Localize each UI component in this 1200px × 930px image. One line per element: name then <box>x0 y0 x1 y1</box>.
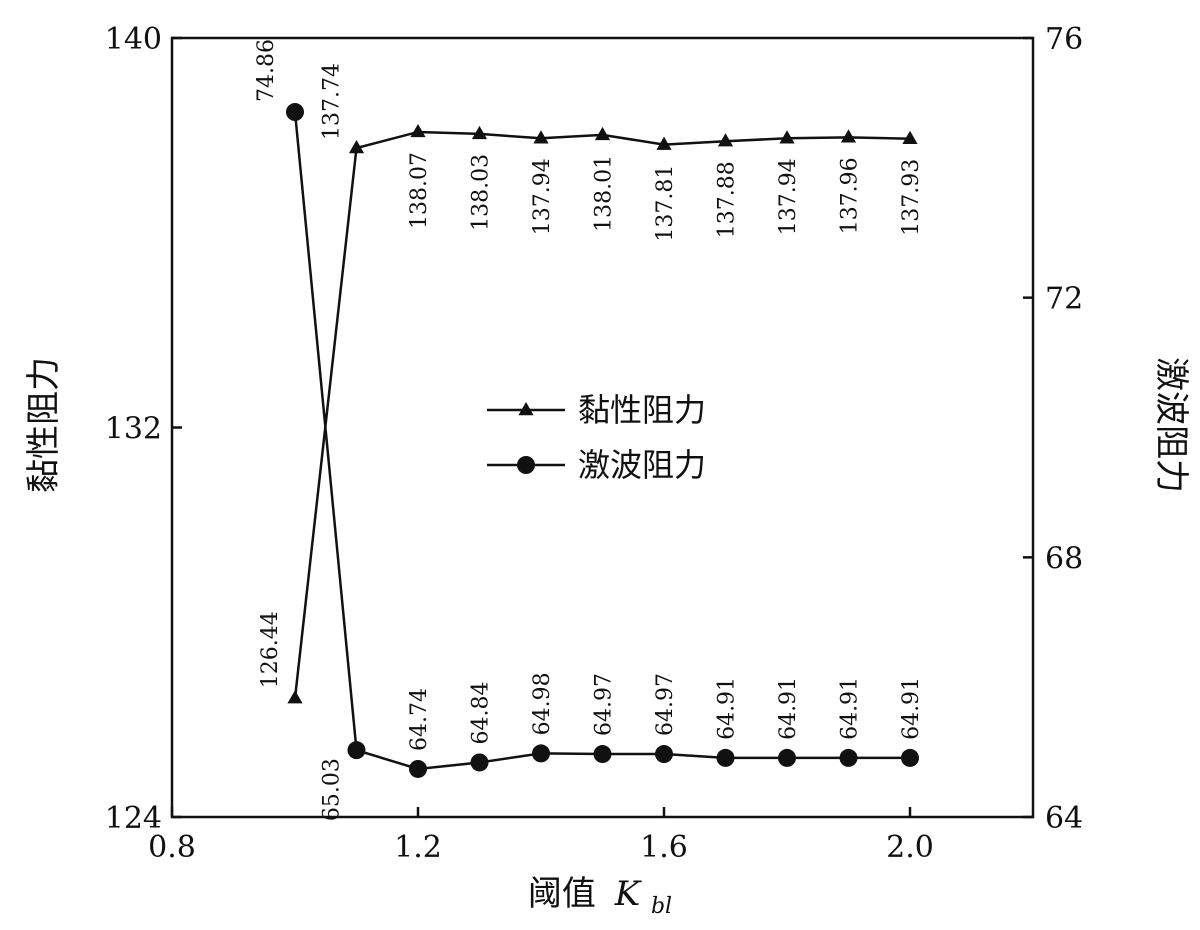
x-tick-label: 1.2 <box>394 830 442 865</box>
left-y-tick-label: 140 <box>105 22 162 57</box>
series-triangle <box>287 123 918 704</box>
triangle-marker <box>594 126 611 141</box>
triangle-marker <box>779 130 795 144</box>
legend-circle-marker <box>517 456 535 474</box>
triangle-marker <box>287 690 303 704</box>
data-labels-layer: 126.44 137.74 138.07 138.03 137.94 138.01 137.… <box>254 39 924 821</box>
legend-item: 激波阻力 <box>487 446 706 484</box>
x-tick-label: 2.0 <box>886 830 934 865</box>
right-y-tick-label: 76 <box>1045 22 1083 57</box>
x-axis-title: 阈值 K bl <box>528 874 672 919</box>
legend-item: 黏性阻力 <box>487 391 706 429</box>
data-label: 64.84 <box>469 681 494 744</box>
x-tick-label: 0.8 <box>148 830 196 865</box>
triangle-marker <box>533 130 549 144</box>
data-label: 64.74 <box>407 688 432 751</box>
data-label: 64.97 <box>592 673 617 736</box>
data-label: 137.96 <box>838 157 863 234</box>
circle-marker <box>593 745 612 764</box>
data-label: 65.03 <box>320 758 345 821</box>
data-label: 64.91 <box>899 677 924 740</box>
data-label: 138.01 <box>592 155 617 232</box>
triangle-marker <box>471 125 488 140</box>
circle-marker <box>347 741 366 760</box>
data-label: 64.91 <box>715 677 740 740</box>
data-label: 126.44 <box>258 611 283 688</box>
circle-marker <box>716 748 735 767</box>
legend-label: 黏性阻力 <box>578 391 706 429</box>
data-label: 64.91 <box>838 677 863 740</box>
triangle-marker <box>902 130 918 144</box>
right-y-tick-label: 64 <box>1045 801 1083 836</box>
right-y-tick-label: 72 <box>1045 282 1083 317</box>
series-circle <box>286 103 919 778</box>
circle-marker <box>778 748 796 767</box>
x-axis-ticks: 0.8 1.2 1.6 2.0 <box>148 807 934 865</box>
data-label: 137.93 <box>899 159 924 236</box>
circle-marker <box>839 748 858 767</box>
triangle-marker <box>840 129 857 143</box>
right-y-tick-label: 68 <box>1045 541 1083 576</box>
data-label: 137.74 <box>320 63 345 140</box>
triangle-marker <box>348 140 365 154</box>
right-y-axis-ticks: 64 68 72 76 <box>1023 22 1083 836</box>
x-axis-title-text: 阈值 <box>528 874 596 914</box>
data-label: 74.86 <box>254 39 279 102</box>
data-label: 138.03 <box>469 154 494 231</box>
circle-marker <box>655 745 673 764</box>
data-label: 64.97 <box>653 673 678 736</box>
triangle-marker <box>410 123 426 138</box>
left-y-tick-label: 124 <box>105 801 162 836</box>
left-y-axis-title: 黏性阻力 <box>24 357 64 493</box>
data-label: 137.81 <box>653 165 678 242</box>
left-y-axis-ticks: 124 132 140 <box>105 22 182 836</box>
data-label: 137.88 <box>715 161 740 238</box>
circle-marker <box>286 103 304 122</box>
circle-marker <box>470 753 489 772</box>
data-label: 137.94 <box>776 158 801 235</box>
x-axis-title-subscript: bl <box>651 894 672 919</box>
x-axis-title-symbol: K <box>614 874 643 914</box>
legend-label: 激波阻力 <box>578 446 706 484</box>
data-label: 64.91 <box>776 677 801 740</box>
triangle-marker <box>717 133 734 147</box>
right-y-axis-title: 激波阻力 <box>1151 357 1191 493</box>
data-label: 64.98 <box>530 672 555 735</box>
circle-marker <box>532 744 550 763</box>
triangle-marker <box>656 136 672 150</box>
left-y-tick-label: 132 <box>105 412 162 447</box>
series-layer <box>286 103 919 778</box>
x-tick-label: 1.6 <box>640 830 688 865</box>
circle-marker <box>409 759 427 778</box>
circle-marker <box>901 748 919 767</box>
data-label: 137.94 <box>530 158 555 235</box>
data-label: 138.07 <box>407 152 432 229</box>
legend-triangle-marker <box>518 402 534 416</box>
